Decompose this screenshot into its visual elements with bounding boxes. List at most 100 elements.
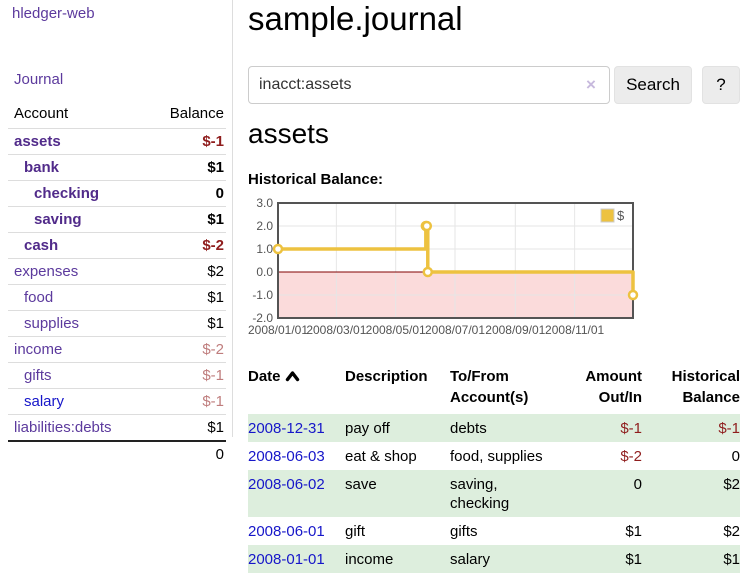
sidebar-account-link-salary[interactable]: salary: [24, 393, 65, 410]
x-tick-label: 2008/09/01: [485, 323, 545, 337]
account-name-cell: assets: [8, 128, 146, 155]
sidebar-account-link-expenses[interactable]: expenses: [14, 263, 79, 280]
account-row: bank $1: [8, 154, 226, 181]
register-row[interactable]: 2008-12-31 pay off debts $-1 $-1: [248, 414, 740, 442]
register-header-description: Description: [345, 368, 428, 385]
transaction-accounts: salary: [450, 551, 491, 568]
data-point-marker: [421, 220, 433, 232]
account-row: cash $-2: [8, 232, 226, 259]
data-point-marker: [422, 266, 434, 278]
register-header-row: Date Description To/From Account(s) Amou…: [248, 361, 740, 414]
account-balance: 0: [145, 180, 226, 207]
data-point-marker: [272, 243, 284, 255]
account-name-cell: liabilities:debts: [8, 414, 146, 441]
x-tick-label: 2008/01/01: [248, 323, 308, 337]
page-title: sample.journal: [248, 0, 463, 37]
register-header-tofrom: To/From Account(s): [450, 368, 529, 406]
account-name-cell: expenses: [8, 258, 146, 285]
account-row: liabilities:debts $1: [8, 414, 226, 441]
transaction-historical-balance: $-1: [718, 420, 740, 437]
brand-link[interactable]: hledger-web: [12, 5, 95, 22]
transaction-amount: 0: [633, 476, 642, 493]
transaction-amount: $1: [625, 551, 642, 568]
account-name-cell: income: [8, 336, 146, 363]
sidebar-account-link-liabilities-debts[interactable]: liabilities:debts: [14, 419, 112, 436]
transaction-date-link[interactable]: 2008-06-03: [248, 448, 325, 465]
register-header-date-label: Date: [248, 368, 281, 385]
sidebar-account-link-bank[interactable]: bank: [24, 159, 60, 176]
transaction-description: gift: [345, 523, 366, 540]
register-header-amount: Amount Out/In: [585, 368, 642, 406]
search-input[interactable]: [248, 66, 610, 104]
y-tick-label: 1.0: [256, 242, 273, 256]
sidebar-account-link-assets[interactable]: assets: [14, 133, 61, 150]
register-row[interactable]: 2008-06-01 gift gifts $1 $2: [248, 517, 740, 545]
y-tick-label: -1.0: [252, 288, 273, 302]
y-tick-label: -2.0: [252, 311, 273, 325]
sidebar-account-link-supplies[interactable]: supplies: [24, 315, 80, 332]
transaction-date-cell: 2008-12-31: [248, 414, 345, 442]
sidebar-account-link-income[interactable]: income: [14, 341, 63, 358]
accounts-total-value: 0: [145, 440, 226, 467]
search-button[interactable]: Search: [614, 66, 692, 104]
data-point-marker: [627, 289, 639, 301]
help-button[interactable]: ?: [702, 66, 740, 104]
transaction-date-cell: 2008-06-01: [248, 517, 345, 545]
account-balance: $-1: [145, 362, 226, 389]
transaction-accounts: debts: [450, 420, 487, 437]
account-row: checking 0: [8, 180, 226, 207]
sidebar-account-link-cash[interactable]: cash: [24, 237, 59, 254]
clear-search-icon[interactable]: ×: [586, 75, 596, 94]
legend-swatch: [600, 208, 615, 223]
account-name-cell: gifts: [8, 362, 146, 389]
sidebar-account-link-food[interactable]: food: [24, 289, 54, 306]
account-row: gifts $-1: [8, 362, 226, 389]
register-row[interactable]: 2008-06-03 eat & shop food, supplies $-2 0: [248, 442, 740, 470]
y-tick-label: 2.0: [256, 219, 273, 233]
register-row[interactable]: 2008-01-01 income salary $1 $1: [248, 545, 740, 573]
transaction-amount: $1: [625, 523, 642, 540]
transaction-amount: $-1: [620, 420, 642, 437]
search-form: × Search ?: [248, 66, 740, 104]
historical-balance-chart[interactable]: $3.0 2.0 1.0 0.0 -1.0 -2.02008/01/012008/03/0…: [248, 196, 740, 345]
sidebar-account-link-checking[interactable]: checking: [34, 185, 100, 202]
account-balance: $1: [145, 414, 226, 441]
transaction-description: eat & shop: [345, 448, 417, 465]
x-tick-label: 2008/05/01: [366, 323, 426, 337]
transaction-date-cell: 2008-06-03: [248, 442, 345, 470]
account-balance: $-2: [145, 336, 226, 363]
register-header-date[interactable]: Date: [248, 361, 345, 414]
accounts-header-row: Account Balance: [8, 101, 226, 129]
transaction-date-link[interactable]: 2008-06-01: [248, 523, 325, 540]
account-name-cell: cash: [8, 232, 146, 259]
sidebar: hledger-web Journal Account Balance asse…: [0, 0, 233, 467]
transaction-date-cell: 2008-06-02: [248, 470, 345, 517]
transaction-date-link[interactable]: 2008-01-01: [248, 551, 325, 568]
account-name-cell: checking: [8, 180, 146, 207]
chart-title: Historical Balance:: [248, 171, 384, 188]
sidebar-account-link-gifts[interactable]: gifts: [24, 367, 52, 384]
x-tick-label: 2008/07/01: [425, 323, 485, 337]
register-row[interactable]: 2008-06-02 save saving, checking 0 $2: [248, 470, 740, 517]
sidebar-account-link-saving[interactable]: saving: [34, 211, 82, 228]
transaction-historical-balance: $2: [723, 523, 740, 540]
transaction-date-link[interactable]: 2008-12-31: [248, 420, 325, 437]
sort-ascending-icon: [285, 371, 299, 382]
chart-container: $3.0 2.0 1.0 0.0 -1.0 -2.0 2008/01/01 2008/03/0…: [248, 196, 740, 345]
x-tick-label: 2008/11/01: [545, 323, 604, 337]
account-row: salary $-1: [8, 388, 226, 415]
account-balance: $1: [145, 154, 226, 181]
accounts-total-row: 0: [8, 440, 226, 467]
journal-link[interactable]: Journal: [14, 71, 64, 88]
account-name-cell: saving: [8, 206, 146, 233]
transaction-description: income: [345, 551, 394, 568]
legend-label: $: [617, 208, 625, 223]
y-tick-label: 0.0: [256, 265, 273, 279]
register-header-balance: Historical Balance: [671, 368, 740, 406]
transaction-accounts: food, supplies: [450, 448, 543, 465]
transaction-date-link[interactable]: 2008-06-02: [248, 476, 325, 493]
account-row: expenses $2: [8, 258, 226, 285]
account-balance: $-2: [145, 232, 226, 259]
account-row: income $-2: [8, 336, 226, 363]
main-content: sample.journal × Search ? assets Histori…: [248, 0, 740, 582]
